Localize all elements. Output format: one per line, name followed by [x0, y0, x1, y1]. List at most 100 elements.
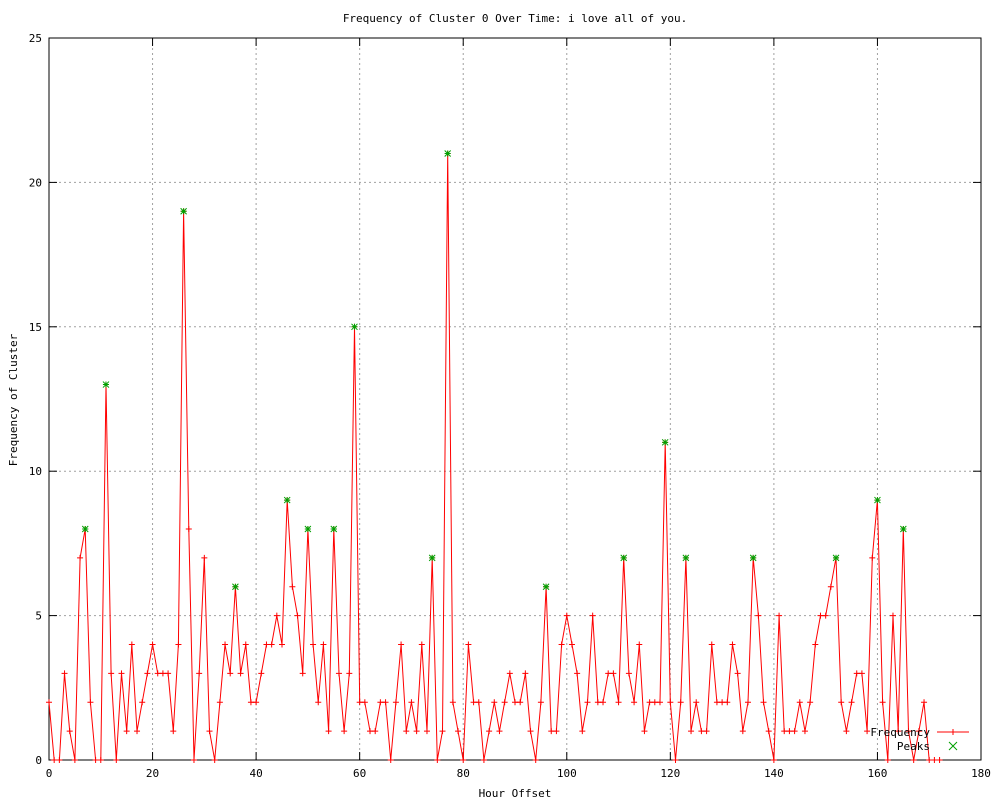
frequency-point — [703, 728, 710, 735]
x-tick-label: 0 — [46, 767, 53, 780]
frequency-point — [335, 670, 342, 677]
frequency-point — [884, 757, 891, 763]
frequency-point — [667, 699, 674, 706]
frequency-point — [294, 612, 301, 619]
x-tick-label: 140 — [764, 767, 784, 780]
frequency-point — [496, 728, 503, 735]
frequency-point — [279, 641, 285, 648]
frequency-point — [159, 670, 166, 677]
series-layer — [46, 150, 943, 763]
frequency-point — [367, 728, 374, 735]
frequency-point — [584, 699, 591, 706]
frequency-point — [574, 670, 581, 677]
frequency-point — [858, 670, 865, 677]
frequency-point — [879, 699, 886, 706]
peak-point — [899, 525, 907, 533]
frequency-point — [656, 699, 663, 706]
frequency-point — [553, 728, 560, 735]
y-tick-label: 20 — [29, 176, 42, 189]
frequency-point — [491, 699, 498, 706]
frequency-point — [641, 728, 648, 735]
frequency-point — [455, 728, 462, 735]
frequency-point — [512, 699, 518, 706]
frequency-point — [558, 641, 565, 648]
frequency-point — [745, 699, 751, 706]
legend-swatch-frequency — [937, 729, 969, 735]
frequency-point — [190, 757, 197, 763]
frequency-point — [801, 728, 808, 735]
legend-marker-frequency — [950, 729, 956, 735]
frequency-point — [299, 670, 306, 677]
peak-point — [682, 554, 690, 562]
frequency-point — [149, 641, 156, 648]
peak-point — [304, 525, 312, 533]
frequency-point — [915, 728, 922, 735]
x-tick-label: 20 — [146, 767, 159, 780]
frequency-point — [739, 728, 746, 735]
frequency-point — [201, 554, 208, 561]
legend-swatch-peaks — [948, 741, 958, 751]
frequency-point — [646, 699, 653, 706]
frequency-point — [387, 757, 394, 763]
frequency-point — [548, 728, 555, 735]
frequency-point — [139, 699, 146, 706]
frequency-point — [760, 699, 767, 706]
y-tick-label: 10 — [29, 465, 42, 478]
frequency-point — [392, 699, 399, 706]
x-axis: 0 20 40 60 80 100 120 140 160 180 — [46, 38, 991, 780]
frequency-point — [449, 699, 456, 706]
frequency-point — [403, 728, 410, 735]
frequency-point — [921, 699, 928, 706]
peak-point — [81, 525, 89, 533]
frequency-point — [631, 699, 638, 706]
frequency-point — [460, 757, 467, 763]
frequency-point — [46, 699, 52, 706]
frequency-point — [372, 728, 379, 735]
peak-point — [661, 438, 669, 446]
frequency-point — [258, 670, 265, 677]
frequency-point — [589, 612, 596, 619]
legend-label-peaks: Peaks — [897, 740, 930, 753]
frequency-point — [636, 641, 643, 648]
frequency-point — [227, 670, 234, 677]
frequency-point — [144, 670, 151, 677]
frequency-point — [822, 612, 829, 619]
frequency-point — [123, 728, 130, 735]
frequency-point — [242, 641, 249, 648]
frequency-point — [118, 670, 125, 677]
legend-marker-peaks — [948, 741, 958, 751]
frequency-point — [527, 728, 534, 735]
chart-title: Frequency of Cluster 0 Over Time: i love… — [343, 12, 687, 25]
frequency-point — [910, 757, 917, 763]
frequency-point — [625, 670, 632, 677]
frequency-point — [724, 699, 731, 706]
frequency-point — [869, 554, 876, 561]
frequency-point — [522, 670, 529, 677]
frequency-point — [563, 612, 570, 619]
frequency-point — [486, 728, 493, 735]
peak-point — [832, 554, 840, 562]
frequency-point — [113, 757, 120, 763]
frequency-point — [361, 699, 368, 706]
frequency-point — [222, 641, 229, 648]
frequency-point — [216, 699, 223, 706]
frequency-point — [87, 699, 94, 706]
x-tick-label: 180 — [971, 767, 991, 780]
frequency-point — [781, 728, 788, 735]
frequency-point — [848, 699, 855, 706]
frequency-point — [418, 641, 425, 648]
peak-point — [283, 496, 291, 504]
frequency-point — [796, 699, 803, 706]
frequency-point — [786, 728, 793, 735]
frequency-point — [610, 670, 617, 677]
frequency-point — [97, 757, 104, 763]
frequency-point — [506, 670, 513, 677]
frequency-point — [651, 699, 658, 706]
frequency-point — [92, 757, 99, 763]
frequency-point — [128, 641, 135, 648]
frequency-point — [688, 728, 695, 735]
frequency-point — [713, 699, 720, 706]
peak-point — [330, 525, 338, 533]
frequency-point — [889, 612, 896, 619]
